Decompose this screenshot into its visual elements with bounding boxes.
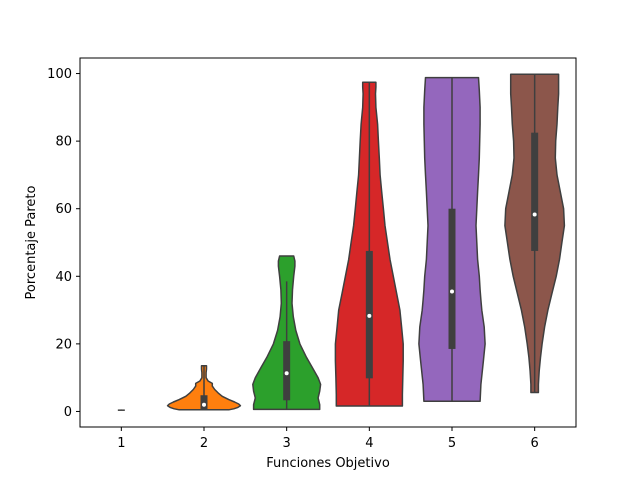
violin-iqr-box-5 (448, 208, 456, 349)
violin-group-3 (252, 255, 322, 411)
y-tick-label-60: 60 (55, 202, 72, 217)
violin-median-point-6 (532, 212, 537, 217)
y-tick-label-20: 20 (55, 337, 72, 352)
y-tick-label-0: 0 (64, 405, 72, 420)
x-axis: 1 2 3 4 5 6 (117, 427, 539, 451)
violin-iqr-box-3 (283, 341, 291, 401)
y-tick-label-80: 80 (55, 135, 72, 150)
violin-group-6 (504, 73, 566, 394)
x-tick-label-1: 1 (117, 436, 125, 451)
violin-median-point-5 (450, 289, 454, 294)
violin-median-point-4 (367, 313, 372, 318)
violin-group-1 (117, 409, 125, 411)
y-tick-label-40: 40 (55, 270, 72, 285)
y-axis-label: Porcentaje Pareto (24, 186, 39, 300)
violin-group-2 (166, 365, 242, 411)
violin-iqr-box-6 (531, 132, 539, 251)
x-tick-label-2: 2 (200, 436, 208, 451)
y-axis: 0 20 40 60 80 100 (47, 67, 80, 420)
plot-frame (79, 57, 577, 428)
x-tick-label-4: 4 (365, 436, 373, 451)
violin-median-point-3 (284, 371, 289, 376)
violin-iqr-box-2 (200, 395, 208, 410)
violin-median-point-2 (202, 402, 206, 407)
x-tick-label-5: 5 (448, 436, 456, 451)
y-tick-label-100: 100 (47, 67, 72, 82)
x-axis-label: Funciones Objetivo (266, 456, 390, 471)
violin-iqr-box-1 (117, 409, 125, 411)
violin-group-5 (418, 76, 486, 403)
violin-group-4 (334, 81, 404, 407)
x-tick-label-3: 3 (283, 436, 291, 451)
violins-layer (117, 73, 566, 411)
x-tick-label-6: 6 (531, 436, 539, 451)
